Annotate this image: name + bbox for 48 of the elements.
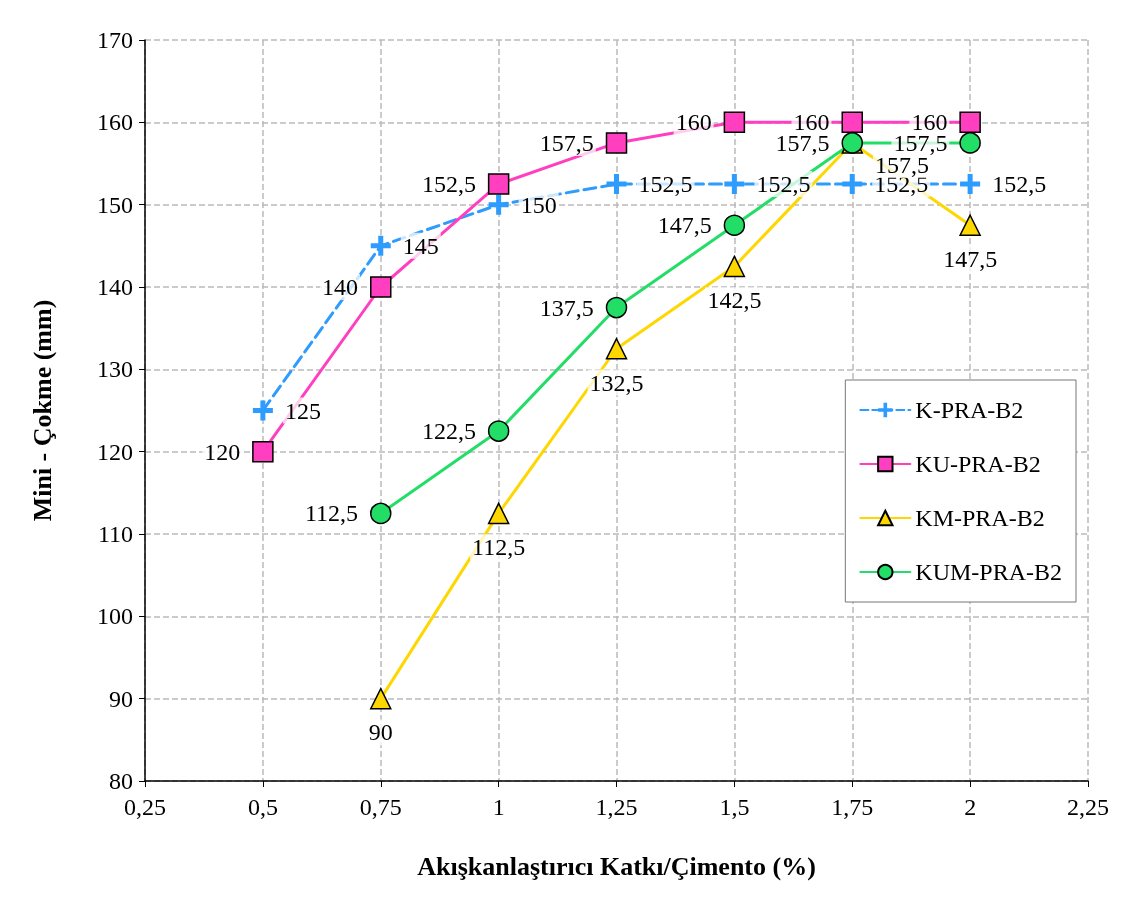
legend-label: K-PRA-B2 — [915, 397, 1024, 423]
data-label: 152,5 — [756, 171, 811, 198]
y-tick-label: 130 — [97, 356, 133, 383]
y-tick-label: 150 — [97, 191, 133, 218]
data-label: 157,5 — [539, 129, 594, 156]
data-label: 125 — [284, 397, 321, 424]
data-label: 112,5 — [472, 534, 526, 561]
y-tick-label: 110 — [97, 521, 133, 547]
legend-label: KU-PRA-B2 — [915, 451, 1041, 477]
y-tick-label: 120 — [97, 438, 133, 465]
data-label: 152,5 — [638, 171, 693, 198]
y-tick-label: 170 — [97, 27, 133, 53]
y-tick-label: 80 — [109, 768, 133, 794]
x-tick-label: 1 — [492, 794, 505, 820]
legend-label: KUM-PRA-B2 — [915, 559, 1062, 585]
y-tick-label: 140 — [97, 274, 133, 300]
data-label: 137,5 — [539, 294, 594, 321]
data-label: 145 — [402, 232, 439, 259]
data-label: 160 — [793, 109, 830, 136]
x-tick-label: 0,25 — [124, 794, 166, 820]
data-label: 132,5 — [589, 369, 644, 396]
data-label: 122,5 — [421, 418, 476, 445]
data-label: 112,5 — [304, 500, 358, 527]
data-label: 90 — [368, 719, 393, 746]
x-tick-label: 1,25 — [595, 794, 638, 820]
data-label: 150 — [520, 191, 557, 218]
data-label: 160 — [675, 109, 712, 136]
data-label: 147,5 — [943, 246, 998, 272]
x-tick-label: 0,5 — [247, 794, 278, 820]
x-tick-label: 1,75 — [831, 794, 874, 820]
data-label: 120 — [204, 438, 241, 465]
data-label: 147,5 — [657, 212, 712, 239]
x-tick-label: 1,5 — [719, 794, 750, 820]
x-axis-title: Akışkanlaştırıcı Katkı/Çimento (%) — [417, 851, 816, 881]
data-label: 152,5 — [421, 171, 476, 198]
y-tick-label: 90 — [109, 685, 133, 712]
y-tick-label: 100 — [97, 603, 133, 630]
x-tick-label: 0,75 — [359, 794, 402, 820]
data-label: 140 — [322, 274, 358, 300]
x-tick-label: 2,25 — [1067, 794, 1109, 820]
x-tick-label: 2 — [964, 794, 977, 820]
legend-label: KM-PRA-B2 — [915, 505, 1045, 531]
y-axis-title: Mini - Çokme (mm) — [27, 299, 57, 522]
data-label: 152,5 — [992, 171, 1047, 198]
data-label: 157,5 — [893, 129, 948, 156]
data-label: 142,5 — [707, 287, 762, 314]
y-tick-label: 160 — [97, 109, 133, 136]
data-label: 160 — [911, 109, 948, 136]
